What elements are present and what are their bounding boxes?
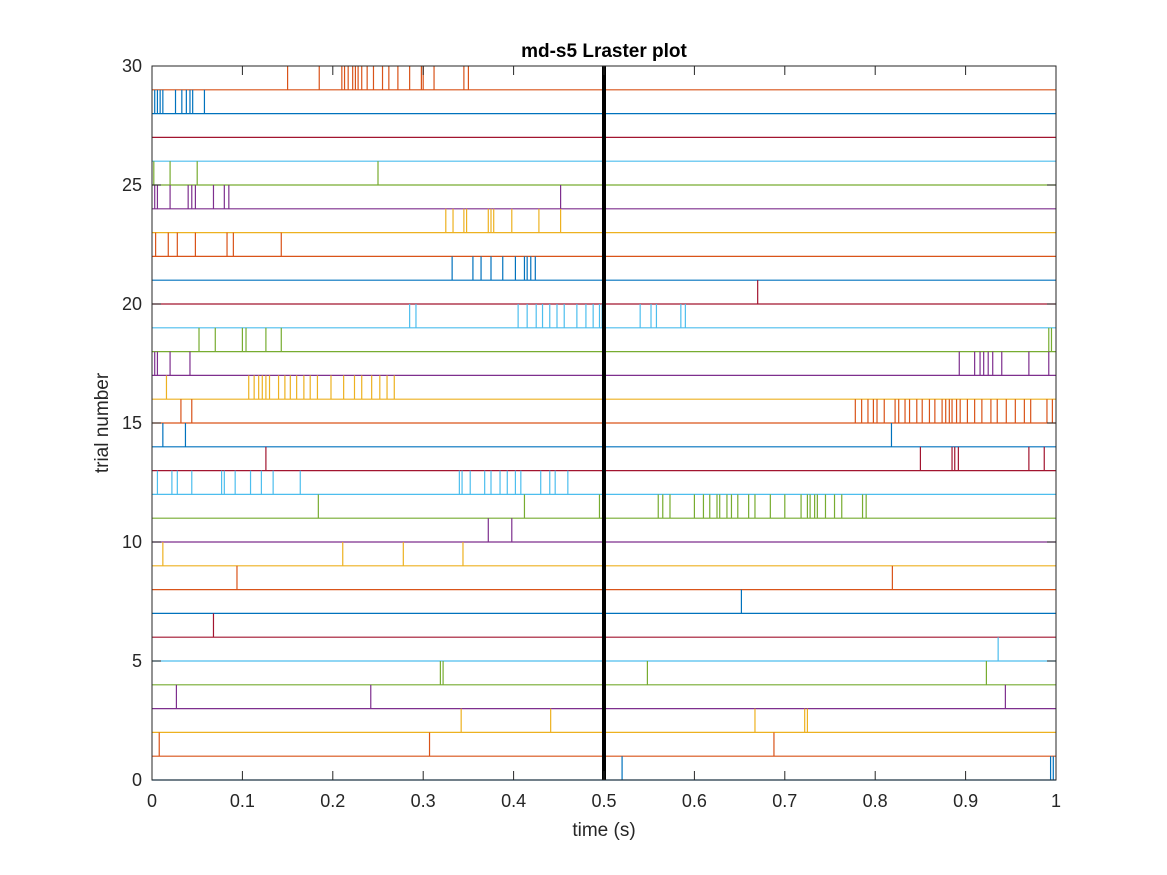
chart-title: md-s5 Lraster plot (521, 41, 687, 62)
y-tick-label: 25 (122, 175, 142, 195)
x-axis-ticks: 0 0.1 0.2 0.3 0.4 0.5 0.6 0.7 0.8 0.9 1 (147, 66, 1061, 811)
y-axis-ticks: 0 5 10 15 20 25 30 (122, 56, 1056, 790)
spike-marks (153, 66, 1054, 780)
x-tick-label: 0.8 (863, 791, 888, 811)
x-axis-label: time (s) (572, 820, 635, 841)
x-tick-label: 0.2 (320, 791, 345, 811)
x-tick-label: 0.9 (953, 791, 978, 811)
y-tick-label: 5 (132, 651, 142, 671)
x-tick-label: 1 (1051, 791, 1061, 811)
x-tick-label: 0.1 (230, 791, 255, 811)
y-axis-label: trial number (92, 372, 113, 473)
x-tick-label: 0.7 (772, 791, 797, 811)
y-tick-label: 20 (122, 294, 142, 314)
x-tick-label: 0.4 (501, 791, 526, 811)
plot-area: 0 0.1 0.2 0.3 0.4 0.5 0.6 0.7 0.8 0.9 1 0 5 10 15 20 25… (122, 56, 1061, 811)
x-tick-label: 0 (147, 791, 157, 811)
x-tick-label: 0.3 (411, 791, 436, 811)
x-tick-label: 0.6 (682, 791, 707, 811)
y-tick-label: 30 (122, 56, 142, 76)
y-tick-label: 10 (122, 532, 142, 552)
y-tick-label: 0 (132, 770, 142, 790)
y-tick-label: 15 (122, 413, 142, 433)
x-tick-label: 0.5 (591, 791, 616, 811)
